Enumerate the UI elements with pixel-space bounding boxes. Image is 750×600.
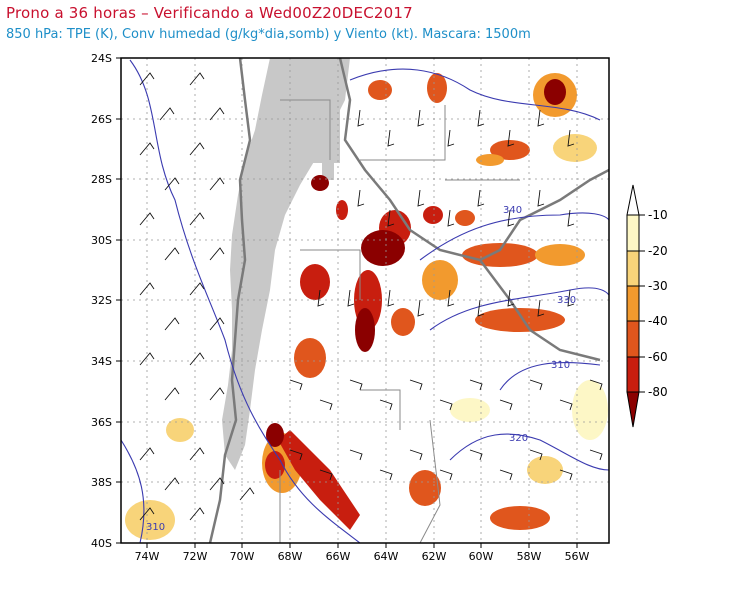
convergence-shading	[125, 73, 608, 540]
colorbar-swatch-3	[626, 285, 640, 322]
colorbar-swatch-2	[626, 250, 640, 287]
lat-label-28s: 28S	[91, 173, 112, 186]
contour-labels: 340 330 310 320 310	[146, 205, 576, 533]
province-borders	[279, 99, 520, 543]
lat-label-40s: 40S	[91, 537, 112, 550]
colorbar-label-20: -20	[648, 244, 668, 258]
tpe-contours	[121, 59, 609, 543]
lon-axis: 74W 72W 70W 68W 66W 64W 62W 60W 58W 56W	[135, 543, 590, 563]
colorbar-cap-top	[626, 184, 640, 216]
lon-label-60w: 60W	[469, 550, 494, 563]
lon-label-72w: 72W	[183, 550, 208, 563]
colorbar-labels: -10 -20 -30 -40 -60 -80	[639, 208, 668, 399]
lat-axis: 24S 26S 28S 30S 32S 34S 36S 38S 40S	[91, 52, 121, 550]
contour-label-320: 320	[509, 433, 528, 444]
contour-label-330: 330	[557, 295, 576, 306]
contour-label-310-west: 310	[146, 522, 165, 533]
lat-label-26s: 26S	[91, 113, 112, 126]
lon-label-70w: 70W	[230, 550, 255, 563]
map-subtitle: 850 hPa: TPE (K), Conv humedad (g/kg*dia…	[6, 27, 531, 42]
lat-label-38s: 38S	[91, 476, 112, 489]
colorbar-swatch-4	[626, 320, 640, 358]
map-title: Prono a 36 horas – Verificando a Wed00Z2…	[6, 4, 413, 22]
lat-label-32s: 32S	[91, 294, 112, 307]
colorbar	[626, 184, 640, 428]
colorbar-cap-bottom	[626, 391, 640, 428]
colorbar-label-80: -80	[648, 385, 668, 399]
colorbar-swatch-1	[626, 214, 640, 252]
contour-label-340: 340	[503, 205, 522, 216]
colorbar-label-60: -60	[648, 350, 668, 364]
contour-label-310-east: 310	[551, 360, 570, 371]
map-layers: 340 330 310 320 310	[121, 58, 609, 543]
lon-label-68w: 68W	[278, 550, 303, 563]
wind-barbs	[139, 72, 603, 521]
colorbar-swatch-5	[626, 356, 640, 393]
lat-label-34s: 34S	[91, 355, 112, 368]
lon-label-74w: 74W	[135, 550, 160, 563]
elevation-mask	[222, 58, 350, 470]
lon-label-58w: 58W	[517, 550, 542, 563]
colorbar-label-40: -40	[648, 314, 668, 328]
colorbar-label-10: -10	[648, 208, 668, 222]
lon-label-56w: 56W	[565, 550, 590, 563]
lon-label-64w: 64W	[374, 550, 399, 563]
colorbar-label-30: -30	[648, 279, 668, 293]
borders	[208, 58, 609, 543]
lat-label-30s: 30S	[91, 234, 112, 247]
lon-label-66w: 66W	[326, 550, 351, 563]
lon-label-62w: 62W	[422, 550, 447, 563]
lat-label-36s: 36S	[91, 416, 112, 429]
lat-label-24s: 24S	[91, 52, 112, 65]
